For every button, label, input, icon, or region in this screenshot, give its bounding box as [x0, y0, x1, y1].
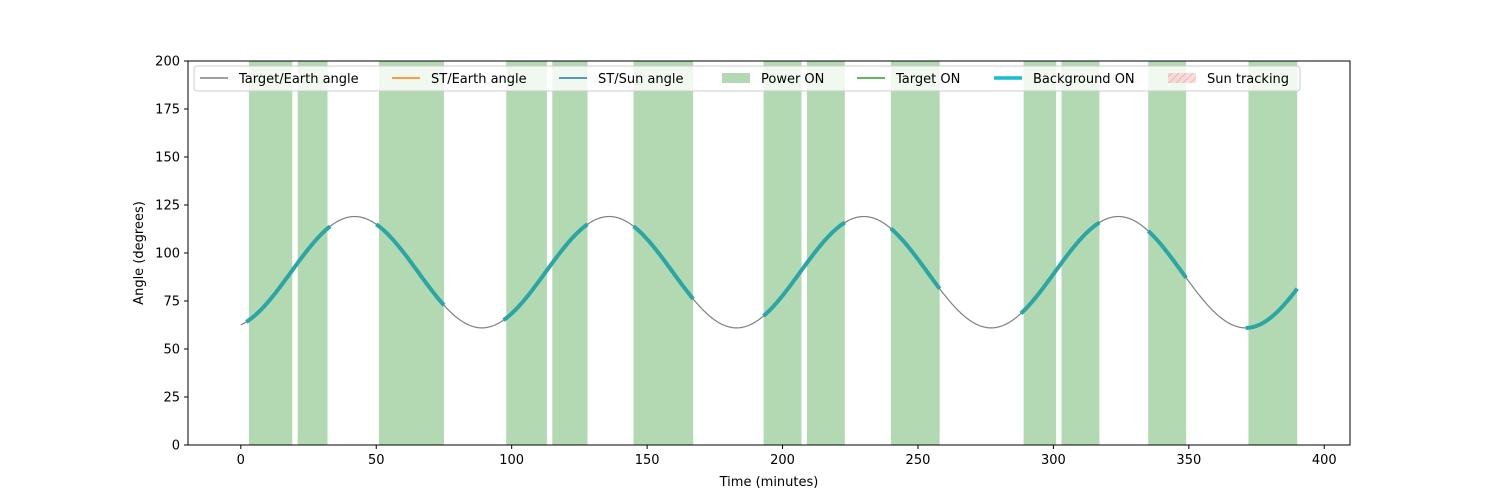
x-tick-label: 100: [499, 453, 524, 468]
legend-item: Power ON: [722, 72, 824, 87]
x-tick-label: 400: [1312, 453, 1337, 468]
y-tick-label: 150: [155, 151, 180, 166]
legend-item: ST/Sun angle: [559, 72, 684, 87]
background-on-segment: [762, 220, 846, 318]
background-on-segment: [375, 222, 446, 307]
legend-item: Sun tracking: [1168, 72, 1289, 87]
x-tick-label: 250: [906, 453, 931, 468]
y-tick-label: 75: [163, 295, 180, 310]
power-on-band: [506, 61, 547, 445]
legend-item: ST/Earth angle: [392, 72, 527, 87]
legend: Target/Earth angle ST/Earth angle ST/Sun a…: [193, 65, 1301, 92]
power-on-band: [1023, 61, 1057, 445]
y-axis-label: Angle (degrees): [132, 201, 147, 305]
background-on-segment: [1019, 220, 1101, 315]
y-tick-label: 125: [155, 199, 180, 214]
legend-label: ST/Sun angle: [598, 72, 684, 87]
legend-swatch: [722, 73, 750, 83]
power-on-band: [633, 61, 694, 445]
background-on-segment: [502, 222, 589, 322]
legend-label: Background ON: [1033, 72, 1135, 87]
x-tick-label: 50: [368, 453, 385, 468]
y-tick-label: 175: [155, 103, 180, 118]
y-tick-label: 50: [163, 343, 180, 358]
legend-item: Target ON: [857, 72, 960, 87]
legend-label: ST/Earth angle: [431, 72, 527, 87]
legend-swatch-hatch: [1168, 73, 1196, 83]
x-tick-label: 200: [770, 453, 795, 468]
x-tick-label: 150: [635, 453, 660, 468]
x-tick-label: 300: [1041, 453, 1066, 468]
background-on-segment: [245, 224, 332, 324]
x-axis-label: Time (minutes): [719, 475, 819, 490]
power-on-band: [248, 61, 293, 445]
x-tick-label: 350: [1176, 453, 1201, 468]
legend-item: Background ON: [994, 72, 1135, 87]
power-on-band: [297, 61, 328, 445]
y-tick-label: 25: [163, 391, 180, 406]
background-on-segment: [1146, 229, 1188, 279]
power-on-band: [1248, 61, 1298, 445]
legend-label: Power ON: [761, 72, 824, 87]
series-lines: [240, 215, 1299, 330]
legend-item: Target/Earth angle: [200, 72, 359, 87]
power-on-band: [378, 61, 444, 445]
legend-label: Target ON: [895, 72, 960, 87]
y-axis: 0 25 50 75 100 125 150 175 200: [155, 55, 188, 454]
background-on-segment: [1245, 287, 1299, 330]
legend-label: Target/Earth angle: [238, 72, 359, 87]
y-tick-label: 200: [155, 55, 180, 70]
power-on-band: [763, 61, 802, 445]
x-axis: 0 50 100 150 200 250 300 350 400: [237, 445, 1337, 468]
y-tick-label: 0: [172, 439, 180, 454]
background-on-segment: [632, 224, 695, 301]
x-tick-label: 0: [237, 453, 245, 468]
legend-label: Sun tracking: [1207, 72, 1289, 87]
y-tick-label: 100: [155, 247, 180, 262]
background-on-segment: [889, 226, 942, 290]
